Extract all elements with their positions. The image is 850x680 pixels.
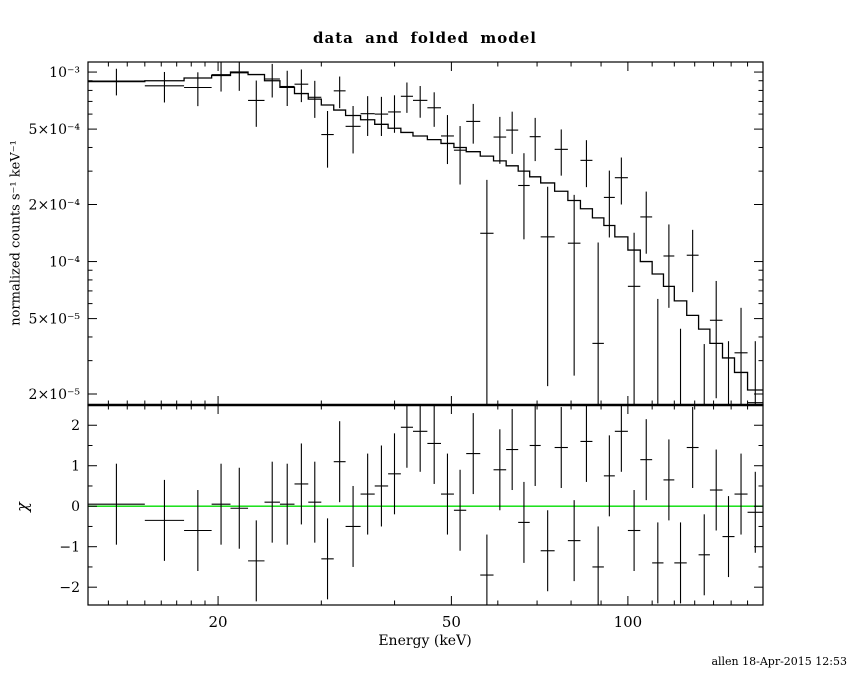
svg-text:1: 1	[71, 459, 80, 475]
y-axis-label-counts: normalized counts s⁻¹ keV⁻¹	[8, 140, 24, 326]
svg-text:−2: −2	[59, 580, 80, 596]
model-histogram	[88, 71, 763, 391]
svg-text:20: 20	[209, 613, 228, 631]
svg-text:2×10⁻⁵: 2×10⁻⁵	[29, 387, 81, 403]
timestamp-note: allen 18-Apr-2015 12:53	[711, 655, 847, 668]
residuals	[88, 405, 763, 605]
svg-text:50: 50	[442, 613, 461, 631]
svg-text:0: 0	[71, 499, 80, 515]
svg-text:2: 2	[71, 418, 80, 434]
plot-title: data and folded model	[313, 29, 537, 47]
x-axis-label: Energy (keV)	[378, 633, 472, 649]
svg-text:100: 100	[614, 613, 643, 631]
svg-text:5×10⁻⁴: 5×10⁻⁴	[29, 122, 81, 138]
axes	[87, 61, 764, 606]
svg-text:10⁻⁴: 10⁻⁴	[49, 255, 80, 271]
svg-text:10⁻³: 10⁻³	[49, 65, 80, 81]
svg-text:5×10⁻⁵: 5×10⁻⁵	[29, 312, 81, 328]
svg-text:−1: −1	[59, 540, 80, 556]
ticks: 20 50 10010⁻³5×10⁻⁴2×10⁻⁴10⁻⁴5×10⁻⁵2×10⁻⁵−…	[29, 62, 763, 631]
svg-text:2×10⁻⁴: 2×10⁻⁴	[29, 198, 81, 214]
y-axis-label-chi: χ	[12, 502, 32, 512]
data-points	[88, 62, 763, 405]
